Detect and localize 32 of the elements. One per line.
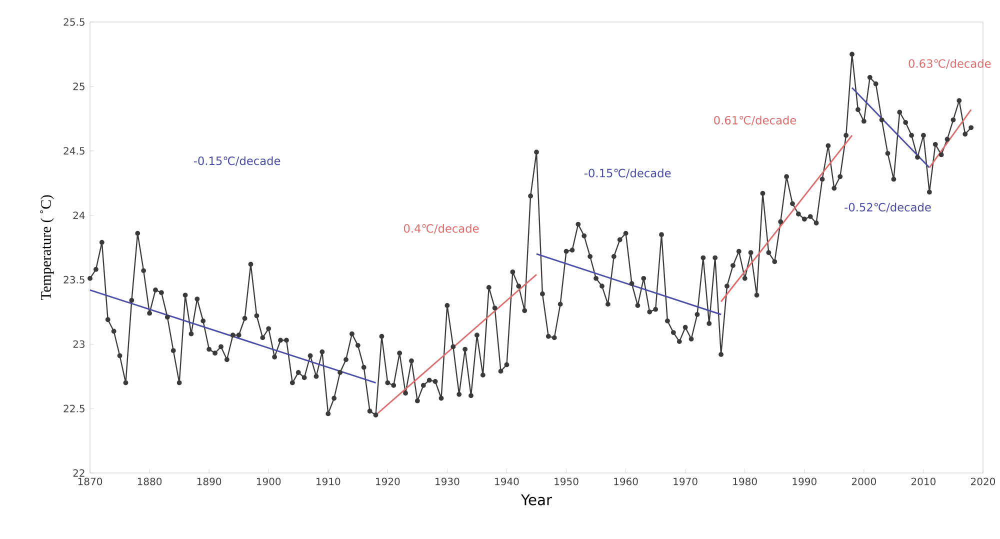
y-tick-label: 22.5: [64, 404, 84, 412]
x-tick-label: 1950: [554, 478, 578, 486]
y-tick-label: 23: [73, 340, 84, 348]
x-tick-label: 1890: [197, 478, 222, 486]
x-tick-label: 1870: [78, 478, 102, 486]
x-tick-label: 1940: [495, 478, 519, 486]
annotation: -0.52℃/decade: [844, 202, 931, 212]
annotation: -0.15℃/decade: [584, 168, 671, 178]
x-tick-label: 1920: [376, 478, 400, 486]
x-tick-label: 2010: [911, 478, 936, 486]
y-tick-label: 24: [73, 212, 85, 219]
x-tick-label: 1980: [733, 478, 757, 486]
y-tick-label: 22: [73, 469, 84, 477]
y-tick-label: 25.5: [64, 18, 84, 26]
y-tick-label: 23.5: [64, 276, 84, 284]
x-tick-label: 2020: [971, 478, 996, 486]
x-tick-label: 1900: [256, 478, 281, 486]
annotation: -0.15℃/decade: [194, 156, 280, 166]
y-tick-label: 25: [73, 82, 84, 90]
annotation: 0.63℃/decade: [908, 59, 991, 69]
x-tick-label: 1990: [792, 478, 816, 486]
x-tick-label: 1930: [436, 478, 460, 486]
y-tick-label: 24.5: [64, 147, 84, 155]
annotation: 0.61℃/decade: [714, 116, 796, 126]
annotation: 0.4℃/decade: [404, 224, 479, 234]
x-tick-label: 1960: [614, 478, 638, 486]
x-tick-label: 1880: [138, 478, 162, 486]
x-tick-label: 1910: [316, 478, 340, 486]
y-axis-title: Temperature ( ˚C): [40, 195, 54, 300]
x-tick-label: 1970: [674, 478, 698, 486]
x-axis-title: Year: [520, 494, 552, 506]
x-tick-label: 2000: [852, 478, 876, 486]
